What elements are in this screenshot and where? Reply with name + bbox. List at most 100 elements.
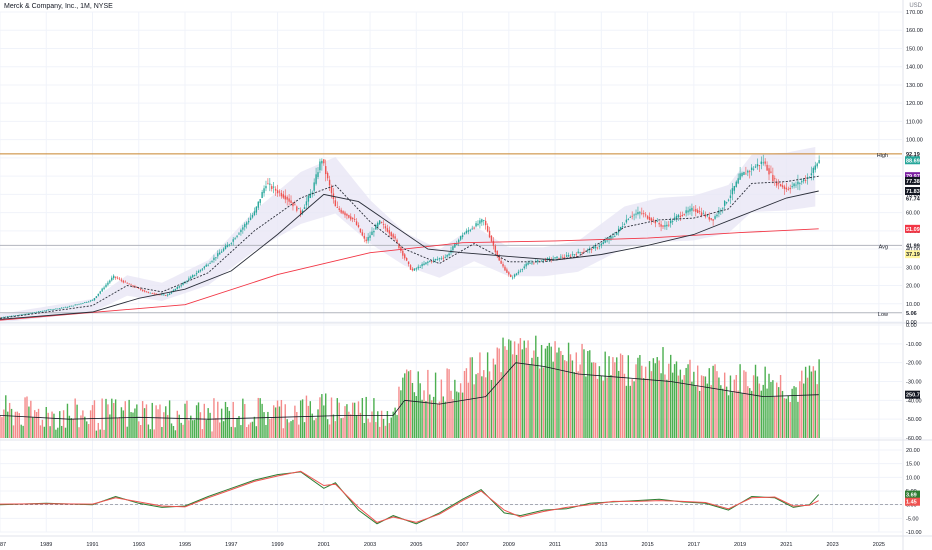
candle (305, 201, 308, 206)
candle (419, 267, 421, 268)
volume-bar (97, 422, 99, 438)
volume-bar (766, 388, 768, 438)
volume-bar (12, 425, 15, 438)
volume-bar (70, 418, 73, 438)
volume-bar (785, 398, 788, 438)
candle (132, 285, 134, 287)
volume-bar (589, 350, 591, 438)
x-tick-label: 2001 (318, 542, 330, 548)
high-value-badge: 92.19 (906, 152, 920, 158)
oscillator-tick-label: -5.00 (906, 516, 919, 522)
price-badge: 77.38 (906, 179, 920, 185)
candle (28, 313, 30, 314)
volume-bar (197, 402, 200, 438)
volume-bar (498, 348, 500, 438)
volume-bar (361, 398, 364, 438)
volume-bar (438, 401, 441, 438)
volume-bar (80, 415, 82, 438)
candle (105, 284, 107, 287)
volume-bar (375, 422, 377, 438)
volume-bar (53, 413, 55, 438)
volume-bar (535, 335, 537, 438)
candle (257, 201, 259, 208)
candle (147, 292, 150, 293)
candle (548, 258, 550, 260)
candle (224, 245, 227, 250)
volume-bar (359, 412, 362, 438)
candle (710, 218, 712, 220)
candle (10, 315, 13, 317)
candle (178, 286, 180, 288)
volume-bar (409, 370, 412, 438)
candle (193, 274, 196, 276)
volume-bar (791, 388, 793, 438)
volume-bar (220, 408, 223, 438)
candle (87, 301, 90, 303)
candle (166, 294, 169, 296)
volume-bar (288, 422, 290, 438)
osc-badge: 1.45 (906, 500, 917, 506)
candle (392, 234, 394, 238)
candle (0, 317, 1, 319)
candle (658, 223, 660, 225)
volume-bar (496, 347, 498, 438)
volume-bar (750, 390, 753, 438)
candle (752, 168, 755, 170)
candle (479, 220, 481, 224)
candle (62, 307, 65, 309)
volume-bar (87, 424, 90, 438)
volume-bar (205, 419, 207, 438)
candle (95, 296, 98, 298)
volume-bar (255, 426, 258, 438)
candle (604, 240, 606, 243)
volume-bar (431, 400, 433, 438)
candle (33, 312, 36, 314)
x-tick-label: 2021 (780, 542, 792, 548)
candle (355, 221, 358, 225)
volume-bar (240, 425, 242, 438)
volume-bar (658, 360, 660, 438)
candle (598, 246, 601, 247)
candle (222, 248, 225, 251)
volume-tick-label: -20.00 (906, 361, 922, 367)
volume-bar (355, 415, 358, 438)
candle (120, 279, 123, 281)
volume-bar (184, 403, 186, 438)
candle (203, 266, 205, 269)
candle (650, 218, 653, 222)
volume-bar (172, 426, 175, 438)
price-tick-label: 120.00 (906, 101, 923, 107)
volume-bar (78, 427, 80, 438)
candle (812, 168, 815, 173)
candle (596, 247, 599, 249)
price-tick-label: 140.00 (906, 65, 923, 71)
candle (465, 230, 468, 234)
candle (249, 217, 252, 220)
volume-bar (72, 419, 74, 438)
candle (66, 307, 69, 308)
candle (716, 214, 718, 217)
volume-bar (313, 420, 315, 438)
candle (342, 211, 344, 214)
candle (12, 315, 15, 317)
candle (344, 212, 346, 216)
volume-bar (303, 422, 306, 438)
candle (367, 237, 369, 241)
candle (172, 290, 175, 292)
volume-bar (500, 372, 502, 438)
volume-bar (450, 390, 452, 438)
candle (294, 204, 296, 206)
volume-bar (596, 378, 599, 438)
volume-bar (82, 410, 84, 438)
price-badge-bg (905, 176, 920, 185)
volume-bar (756, 376, 759, 438)
candle (378, 220, 381, 224)
candle (97, 293, 99, 296)
volume-bar (666, 379, 668, 438)
volume-bar (562, 354, 564, 438)
volume-bar (99, 429, 101, 438)
candle (80, 303, 82, 305)
volume-bar (417, 371, 419, 438)
volume-bar (367, 418, 369, 438)
